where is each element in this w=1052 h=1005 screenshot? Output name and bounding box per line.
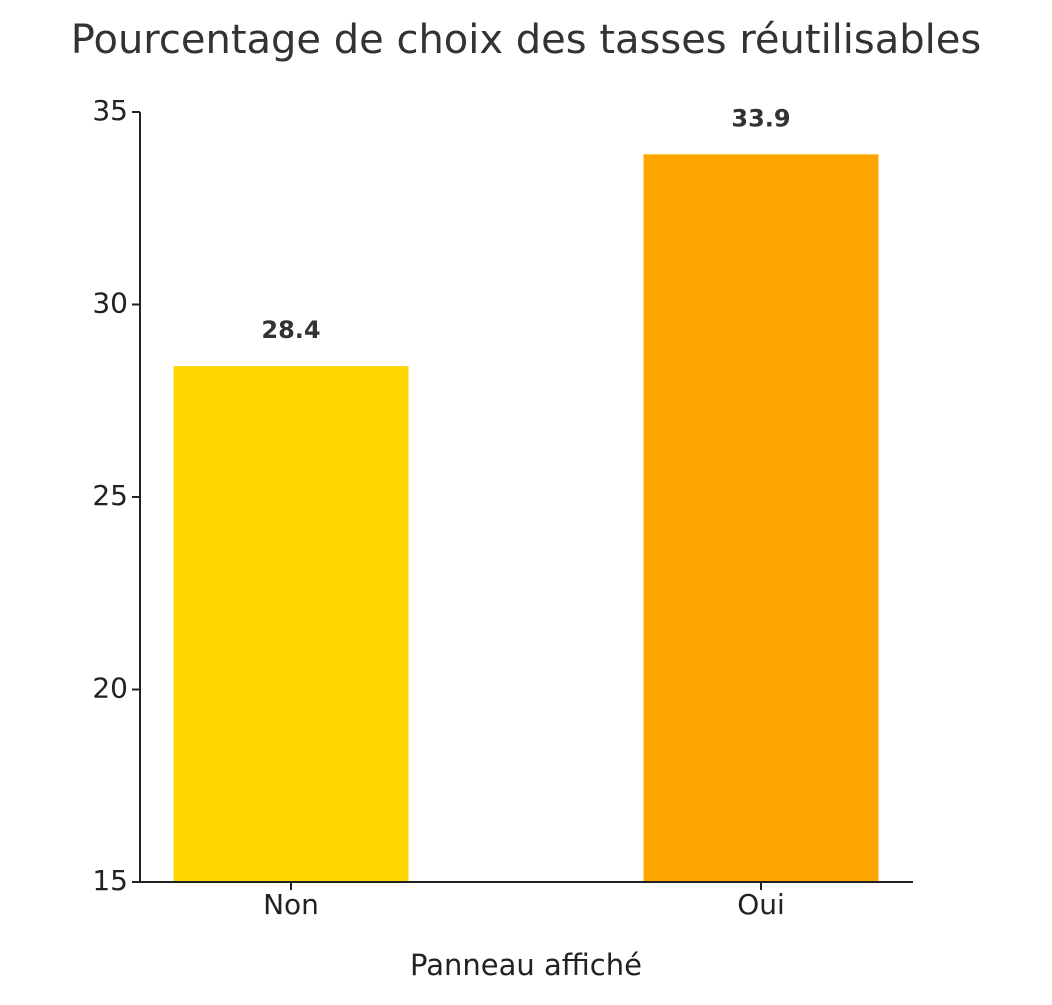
x-axis-label: Panneau affiché <box>410 948 642 982</box>
bar <box>643 154 879 883</box>
value-label: 28.4 <box>261 316 320 344</box>
x-tick-label: Non <box>263 888 319 921</box>
y-tick-label: 30 <box>92 287 128 320</box>
y-tick-label: 25 <box>92 479 128 512</box>
y-tick-label: 15 <box>92 864 128 897</box>
value-label: 33.9 <box>731 104 790 132</box>
x-tick-label: Oui <box>737 888 785 921</box>
bar <box>173 366 409 883</box>
chart-title: Pourcentage de choix des tasses réutilis… <box>71 17 981 63</box>
y-tick-label: 20 <box>92 672 128 705</box>
y-tick-label: 35 <box>92 94 128 127</box>
